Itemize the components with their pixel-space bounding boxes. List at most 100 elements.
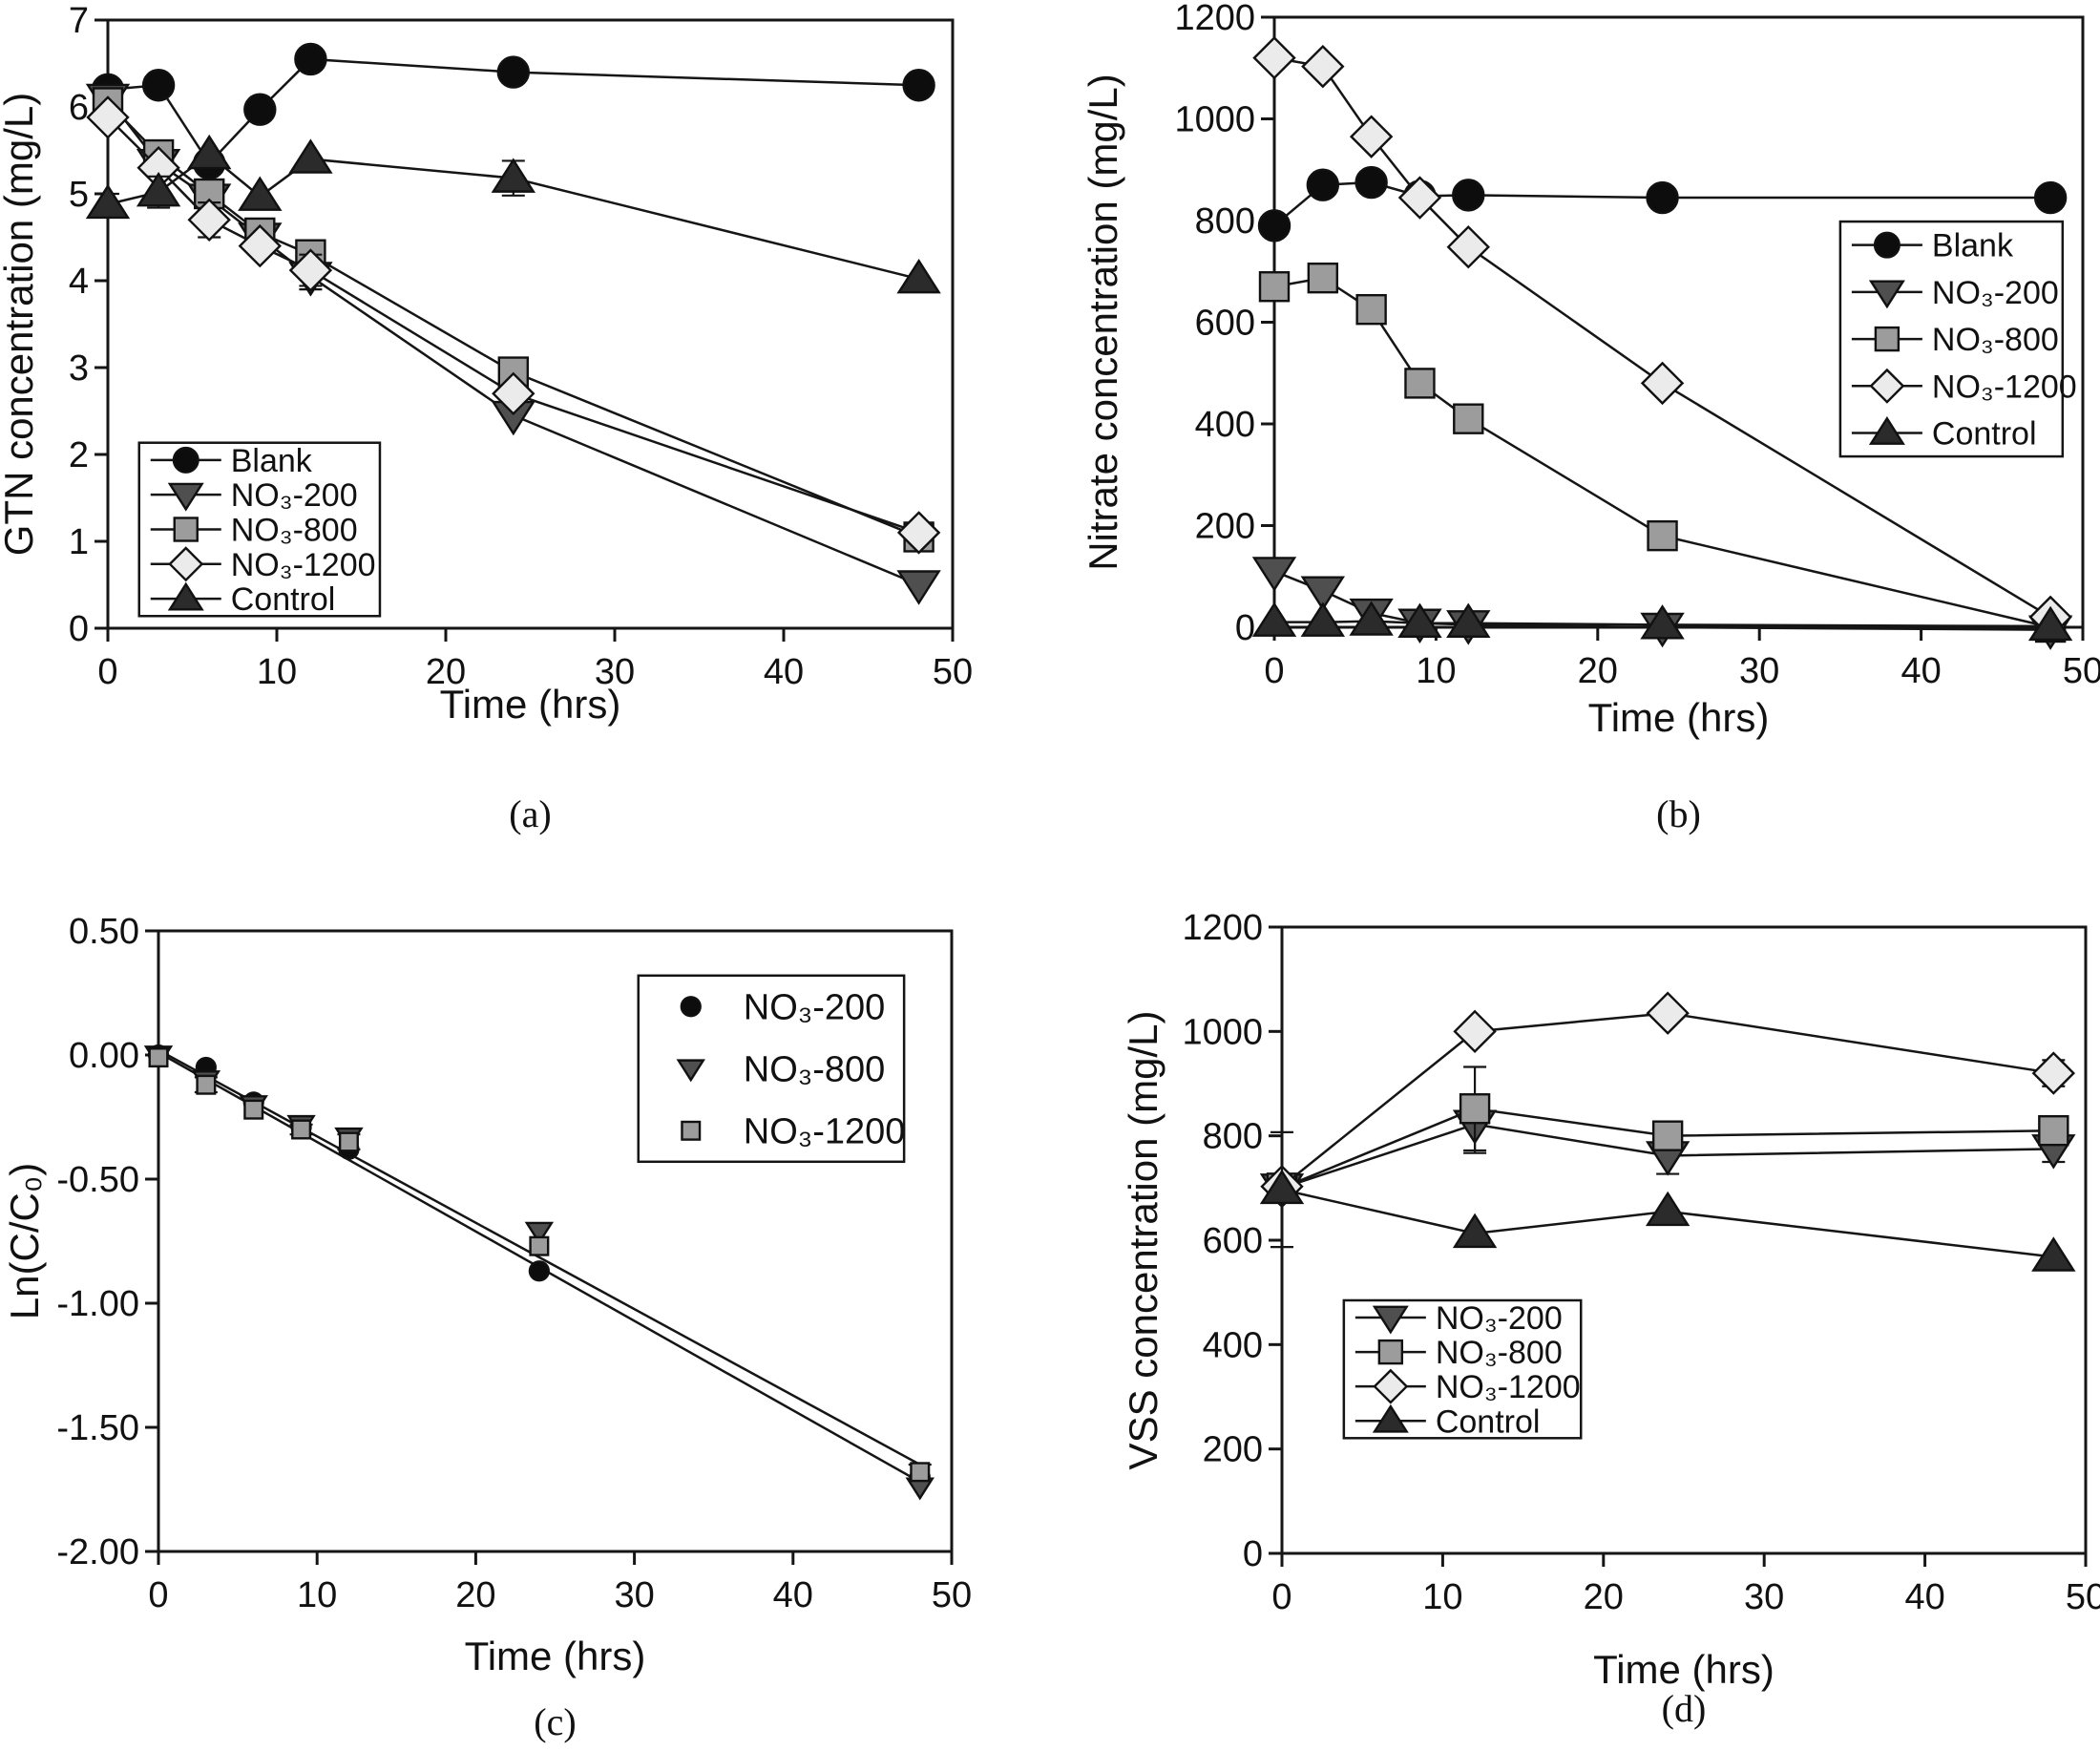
- legend: NO₃-200 NO₃-800 NO₃-1200: [637, 974, 906, 1164]
- svg-text:200: 200: [1195, 507, 1255, 547]
- svg-text:1: 1: [69, 522, 89, 562]
- svg-text:1000: 1000: [1182, 1012, 1263, 1052]
- svg-text:40: 40: [1900, 651, 1941, 691]
- svg-text:3: 3: [69, 348, 89, 389]
- legend-label: NO₃-1200: [1932, 369, 2077, 405]
- svg-text:2: 2: [69, 435, 89, 475]
- legend-item-NO₃-1200: NO₃-1200: [150, 546, 376, 583]
- x-axis-ticks: 0 10 20 30 40 50: [1264, 627, 2100, 691]
- chart-panel-d: 0 10 20 30 40 50020040060080010001200NO₃-200N…: [1121, 908, 2100, 1730]
- svg-text:30: 30: [595, 652, 635, 692]
- series-Blank: [91, 42, 935, 180]
- svg-text:7: 7: [69, 1, 89, 41]
- svg-text:10: 10: [297, 1575, 337, 1615]
- series-NO₃-800: [1258, 262, 2067, 643]
- legend-item-NO₃-800: NO₃-800: [1851, 322, 2059, 358]
- panel-caption: (c): [534, 1700, 576, 1743]
- x-axis-ticks: 0 10 20 30 40 50: [1271, 1553, 2100, 1617]
- x-axis-title: Time (hrs): [1588, 695, 1770, 740]
- legend: Blank NO₃-200 NO₃-800 NO₃-1200 Control: [1838, 220, 2077, 458]
- svg-text:400: 400: [1195, 405, 1255, 445]
- legend-item-NO₃-800: NO₃-800: [150, 512, 358, 548]
- svg-text:1200: 1200: [1174, 0, 1255, 38]
- legend-label: NO₃-800: [231, 512, 358, 548]
- x-axis-ticks: 0 10 20 30 40 50: [97, 628, 973, 692]
- chart-panel-c: 0 10 20 30 40 50 0.50 0.00 -0.50 -1.00 -1.50 -2.00 N…: [2, 912, 972, 1743]
- legend-item-NO₃-1200: NO₃-1200: [1354, 1368, 1581, 1405]
- legend-item-Control: Control: [1851, 415, 2037, 452]
- x-axis-title: Time (hrs): [440, 682, 621, 727]
- legend-label: Blank: [231, 443, 313, 479]
- svg-text:40: 40: [773, 1575, 813, 1615]
- svg-text:10: 10: [1422, 1577, 1462, 1617]
- svg-text:0: 0: [1264, 651, 1284, 691]
- svg-text:600: 600: [1195, 304, 1255, 344]
- series-NO₃-800: [1266, 1065, 2069, 1204]
- svg-text:30: 30: [614, 1575, 654, 1615]
- svg-text:0: 0: [69, 609, 89, 649]
- plot-frame: [1280, 925, 2088, 1555]
- svg-text:20: 20: [426, 652, 466, 692]
- svg-text:20: 20: [1584, 1577, 1624, 1617]
- series-Control: [85, 134, 941, 294]
- panel-caption: (a): [509, 792, 551, 835]
- series-Blank: [1257, 165, 2068, 243]
- svg-text:1000: 1000: [1174, 100, 1255, 140]
- svg-text:20: 20: [455, 1575, 495, 1615]
- svg-text:0.00: 0.00: [69, 1036, 139, 1076]
- plot-frame: [106, 18, 955, 630]
- legend-label: Control: [231, 581, 336, 618]
- legend-item-Blank: Blank: [1851, 228, 2014, 264]
- legend-label: NO₃-800: [1436, 1335, 1563, 1371]
- svg-text:10: 10: [257, 652, 297, 692]
- series-NO₃-1200: [148, 1047, 932, 1483]
- legend-item-NO₃-200: NO₃-200: [1851, 275, 2059, 311]
- legend-item-NO₃-1200: NO₃-1200: [1851, 368, 2077, 405]
- svg-text:0.50: 0.50: [69, 912, 139, 952]
- svg-text:-2.00: -2.00: [56, 1532, 139, 1572]
- legend-label: NO₃-200: [1932, 275, 2059, 311]
- svg-text:30: 30: [1739, 651, 1779, 691]
- legend-label: NO₃-200: [1436, 1300, 1563, 1337]
- svg-text:6: 6: [69, 88, 89, 128]
- legend-label: NO₃-800: [1932, 322, 2059, 358]
- legend-item-NO₃-1200: NO₃-1200: [681, 1111, 906, 1151]
- svg-text:4: 4: [69, 262, 89, 302]
- y-axis-ticks: 0 200 400 600 800 1000 1200: [1174, 0, 1274, 648]
- svg-text:50: 50: [932, 1575, 972, 1615]
- y-axis-ticks: 0.50 0.00 -0.50 -1.00 -1.50 -2.00: [56, 912, 158, 1572]
- legend-item-NO₃-200: NO₃-200: [1354, 1300, 1563, 1337]
- panel-caption: (d): [1662, 1687, 1707, 1730]
- chart-panel-a: 0 10 20 30 40 50 0 1 2 3 4 5 6 7 BlankNO₃-200NO₃-800NO…: [0, 1, 973, 835]
- legend-label: NO₃-1200: [231, 547, 376, 583]
- y-axis-title: Ln(C/C₀): [2, 1163, 47, 1319]
- series-NO₃-1200: [1252, 35, 2072, 640]
- legend-label: NO₃-1200: [1436, 1369, 1581, 1405]
- legend-item-Control: Control: [1354, 1403, 1540, 1440]
- series-Control: [1259, 1130, 2076, 1272]
- series-NO₃-1200: [86, 95, 941, 555]
- svg-text:600: 600: [1203, 1221, 1263, 1261]
- svg-text:-1.00: -1.00: [56, 1284, 139, 1324]
- svg-text:-0.50: -0.50: [56, 1160, 139, 1200]
- svg-text:0: 0: [97, 652, 117, 692]
- y-axis-title: VSS concentration (mg/L): [1121, 1011, 1166, 1470]
- svg-text:5: 5: [69, 175, 89, 215]
- svg-text:20: 20: [1578, 651, 1618, 691]
- x-axis-ticks: 0 10 20 30 40 50: [148, 1551, 972, 1615]
- chart-panel-b: 0 10 20 30 40 50 0 200 400 600 800 1000 1200 Blank NO₃…: [1081, 0, 2100, 835]
- svg-text:50: 50: [933, 652, 973, 692]
- svg-text:0: 0: [1243, 1534, 1263, 1574]
- svg-text:40: 40: [1904, 1577, 1944, 1617]
- legend-label: NO₃-800: [744, 1049, 886, 1089]
- plot-frame: [157, 929, 954, 1553]
- y-axis-title: Nitrate concentration (mg/L): [1081, 74, 1125, 571]
- svg-text:0: 0: [1271, 1577, 1292, 1617]
- x-axis-title: Time (hrs): [1593, 1647, 1774, 1692]
- legend-item-Control: Control: [150, 581, 336, 618]
- legend-label: NO₃-1200: [744, 1111, 906, 1151]
- svg-text:800: 800: [1203, 1117, 1263, 1157]
